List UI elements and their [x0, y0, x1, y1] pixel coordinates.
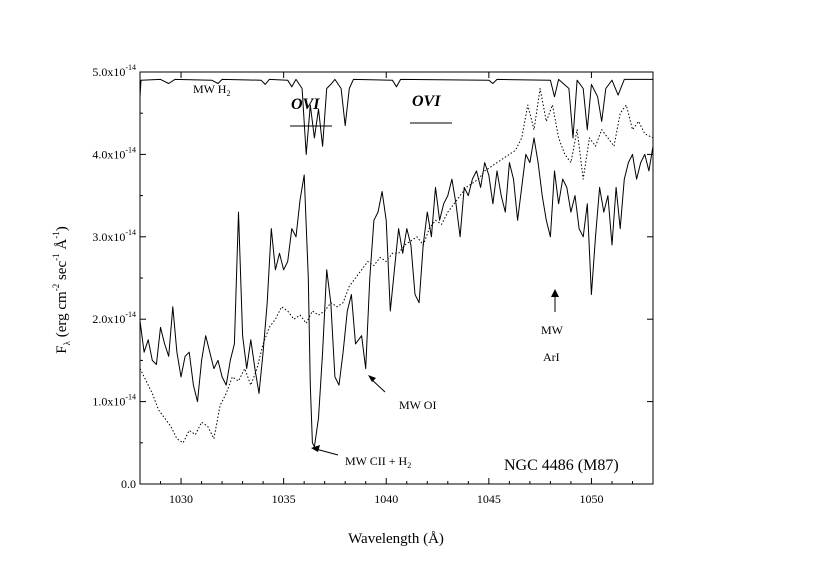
plot-frame: [139, 71, 654, 485]
x-tick-label: 1040: [374, 492, 398, 506]
series-line-0: [139, 137, 654, 448]
x-tick-label: 1030: [169, 492, 193, 506]
y-axis-label: Fλ (erg cm-2 sec-1 Å-1): [51, 226, 72, 353]
annotation-ovi-1: OVI: [291, 96, 320, 113]
x-tick-label: 1045: [477, 492, 501, 506]
y-tick-label: 2.0x10-14: [92, 310, 136, 326]
mwcii-arrow-head: [311, 445, 320, 452]
mwcii-arrow-line: [315, 448, 339, 456]
annotation-mw-h2: MW H2: [193, 82, 230, 98]
y-tick-label: 0.0: [121, 477, 136, 491]
object-label: NGC 4486 (M87): [504, 457, 619, 474]
y-tick-label: 3.0x10-14: [92, 228, 136, 244]
x-tick-label: 1035: [272, 492, 296, 506]
annotation-ari: ArI: [543, 350, 560, 364]
mwari-arrow-head: [551, 289, 559, 297]
x-tick-label: 1050: [579, 492, 603, 506]
series-line-2: [139, 78, 653, 155]
y-tick-label: 5.0x10-14: [92, 63, 136, 79]
y-tick-label: 4.0x10-14: [92, 145, 136, 161]
axes-layer: 1030 1035 1040 1045 1050 0.0 1.0x10-14 2.0x10-1…: [92, 63, 654, 506]
x-axis-label: Wavelength (Å): [348, 531, 444, 547]
series-line-1: [139, 88, 654, 444]
y-tick-label: 1.0x10-14: [92, 393, 136, 409]
annotation-ovi-2: OVI: [412, 93, 441, 110]
annotation-mw-oi: MW OI: [399, 398, 436, 412]
series-layer: [139, 78, 654, 448]
annotation-mw-cii-h2: MW CII + H2: [345, 454, 411, 470]
mwoi-arrow-head: [368, 375, 376, 382]
annotation-mw: MW: [541, 323, 564, 337]
